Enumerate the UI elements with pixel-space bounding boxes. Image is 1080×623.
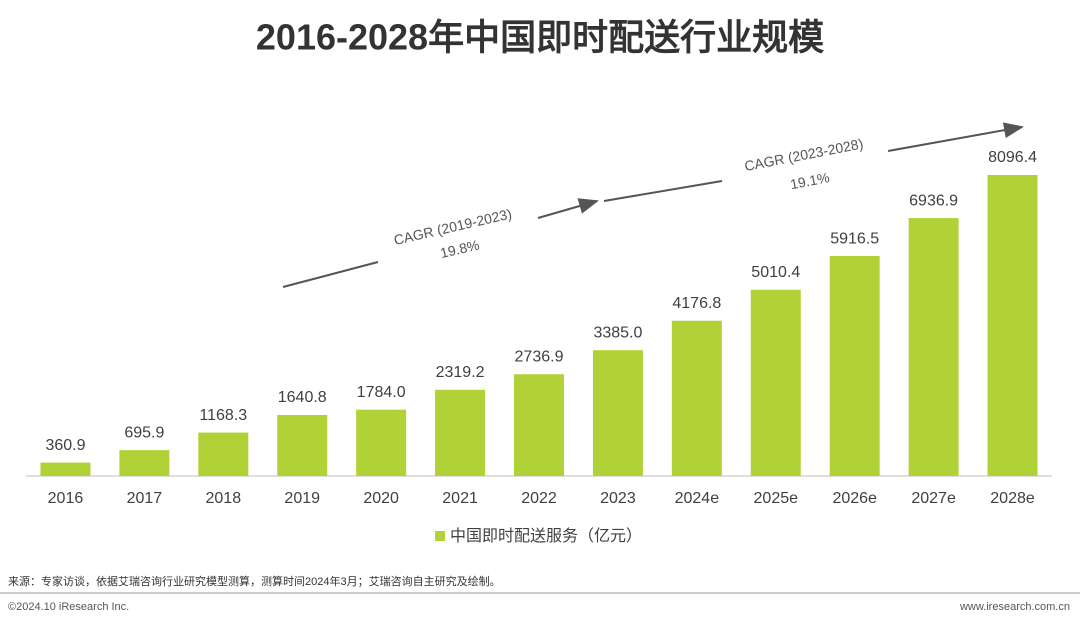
value-label: 1168.3 <box>199 407 247 424</box>
bar <box>908 218 959 476</box>
x-tick-label: 2023 <box>600 490 636 507</box>
source: 来源：专家访谈，依据艾瑞咨询行业研究模型测算，测算时间2024年3月；艾瑞咨询自… <box>8 574 501 588</box>
value-label: 2736.9 <box>515 348 564 365</box>
x-tick-label: 2027e <box>911 490 956 507</box>
x-tick-label: 2028e <box>990 490 1035 507</box>
value-label: 1784.0 <box>357 384 406 401</box>
x-tick-label: 2019 <box>284 490 320 507</box>
value-label: 4176.8 <box>672 295 721 312</box>
bar <box>829 256 880 476</box>
bar <box>40 462 91 476</box>
x-tick-label: 2022 <box>521 490 557 507</box>
value-label: 2319.2 <box>436 364 485 381</box>
cagr-arrow <box>887 122 1024 152</box>
annotation: CAGR (2023-2028) <box>743 135 864 174</box>
x-tick-label: 2026e <box>832 490 877 507</box>
x-tick-label: 2016 <box>48 490 84 507</box>
annotation: 19.1% <box>789 169 831 192</box>
value-label: 695.9 <box>124 424 164 441</box>
cagr-arrow <box>282 261 379 288</box>
value-label: 5916.5 <box>830 230 879 247</box>
bar <box>198 432 249 476</box>
value-label: 8096.4 <box>988 149 1037 166</box>
bar <box>514 374 564 476</box>
x-tick-label: 2020 <box>363 490 399 507</box>
x-tick-label: 2021 <box>442 490 478 507</box>
legend-label: 中国即时配送服务（亿元） <box>450 527 642 545</box>
value-label: 6936.9 <box>909 192 958 209</box>
copyright: ©2024.10 iResearch Inc. <box>8 601 129 613</box>
bar <box>592 350 643 476</box>
bar <box>750 289 801 476</box>
cagr-arrow <box>537 198 599 219</box>
x-tick-label: 2017 <box>127 490 163 507</box>
chart-title: 2016-2028年中国即时配送行业规模 <box>256 17 824 58</box>
x-tick-label: 2025e <box>754 490 799 507</box>
x-tick-label: 2024e <box>675 490 720 507</box>
value-label: 5010.4 <box>751 264 800 281</box>
bar <box>435 389 486 476</box>
legend-swatch <box>435 531 445 541</box>
bar <box>356 409 407 476</box>
bar <box>671 320 722 476</box>
value-label: 360.9 <box>45 437 85 454</box>
bar <box>987 175 1038 476</box>
annotation: 19.8% <box>439 236 481 261</box>
website: www.iresearch.com.cn <box>959 601 1070 613</box>
value-label: 3385.0 <box>593 324 642 341</box>
bar <box>119 450 170 476</box>
bar <box>277 414 328 476</box>
value-label: 1640.8 <box>278 389 327 406</box>
cagr-arrow <box>603 180 723 202</box>
x-tick-label: 2018 <box>206 490 242 507</box>
